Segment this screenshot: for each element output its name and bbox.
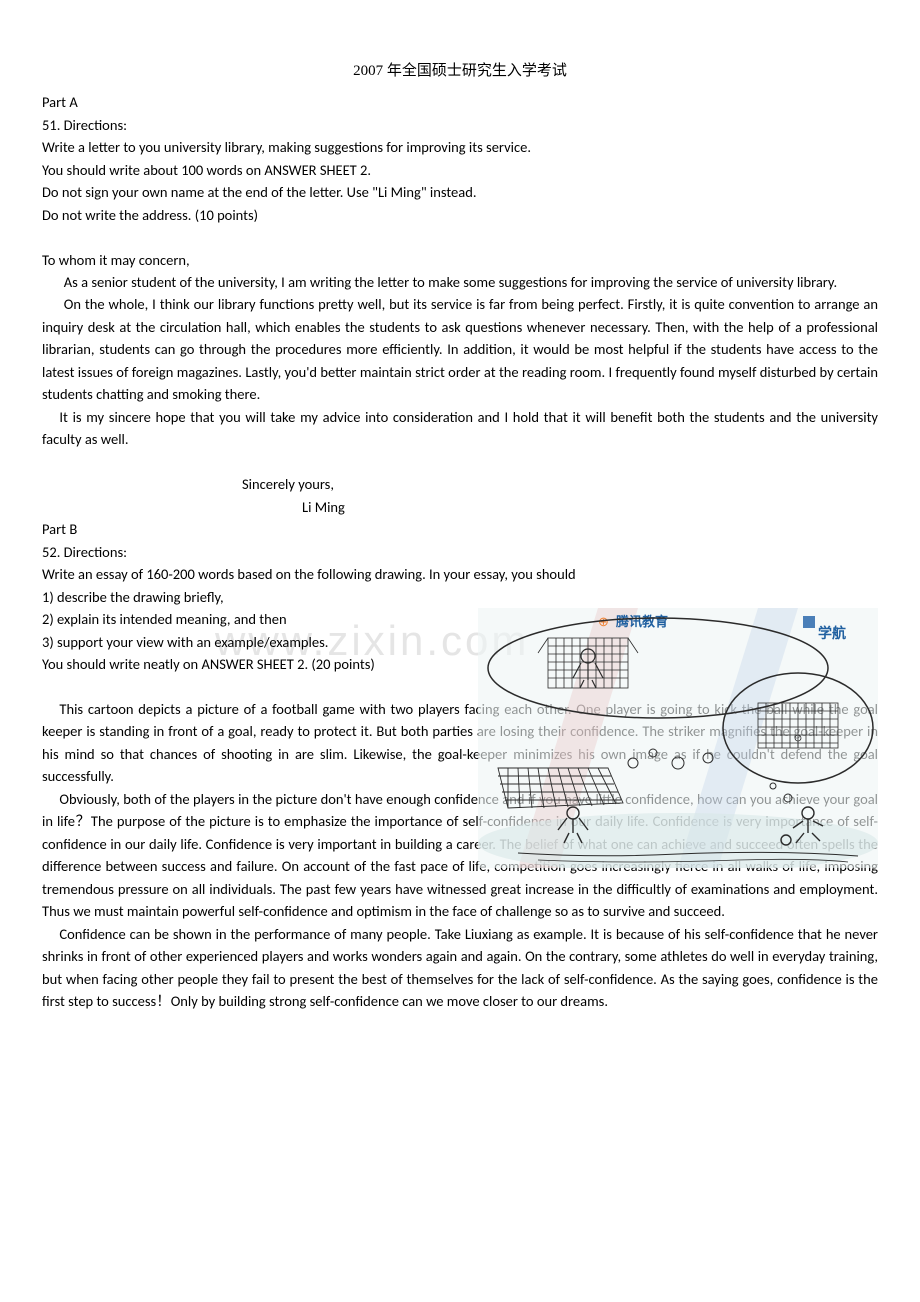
brand-text: 腾讯教育: [615, 614, 668, 629]
q52-directions-label: 52. Directions:: [42, 541, 878, 563]
letter-signature-name: Li Ming: [302, 496, 878, 518]
q51-instruction-3: Do not sign your own name at the end of …: [42, 181, 878, 203]
cartoon-drawing: ⊕ 腾讯教育 学航: [478, 608, 878, 868]
spacer: [42, 226, 878, 248]
letter-paragraph-1: As a senior student of the university, I…: [42, 271, 878, 293]
q51-instruction-2: You should write about 100 words on ANSW…: [42, 159, 878, 181]
part-b-label: Part B: [42, 518, 878, 540]
q51-instruction-1: Write a letter to you university library…: [42, 136, 878, 158]
cartoon-svg: ⊕ 腾讯教育 学航: [478, 608, 878, 868]
q51-directions-label: 51. Directions:: [42, 114, 878, 136]
page-title: 2007 年全国硕士研究生入学考试: [42, 60, 878, 83]
document-content: 2007 年全国硕士研究生入学考试 Part A 51. Directions:…: [42, 60, 878, 1012]
spacer: [42, 451, 878, 473]
letter-signature-closing: Sincerely yours,: [242, 473, 878, 495]
letter-greeting: To whom it may concern,: [42, 249, 878, 271]
brand-text-2: 学航: [818, 625, 846, 642]
letter-paragraph-3: It is my sincere hope that you will take…: [42, 406, 878, 451]
letter-paragraph-2: On the whole, I think our library functi…: [42, 293, 878, 405]
q51-instruction-4: Do not write the address. (10 points): [42, 204, 878, 226]
part-a-label: Part A: [42, 91, 878, 113]
q52-instruction-1: Write an essay of 160-200 words based on…: [42, 563, 878, 585]
q52-item-1: 1) describe the drawing briefly,: [42, 586, 878, 608]
essay-paragraph-3: Confidence can be shown in the performan…: [42, 923, 878, 1013]
